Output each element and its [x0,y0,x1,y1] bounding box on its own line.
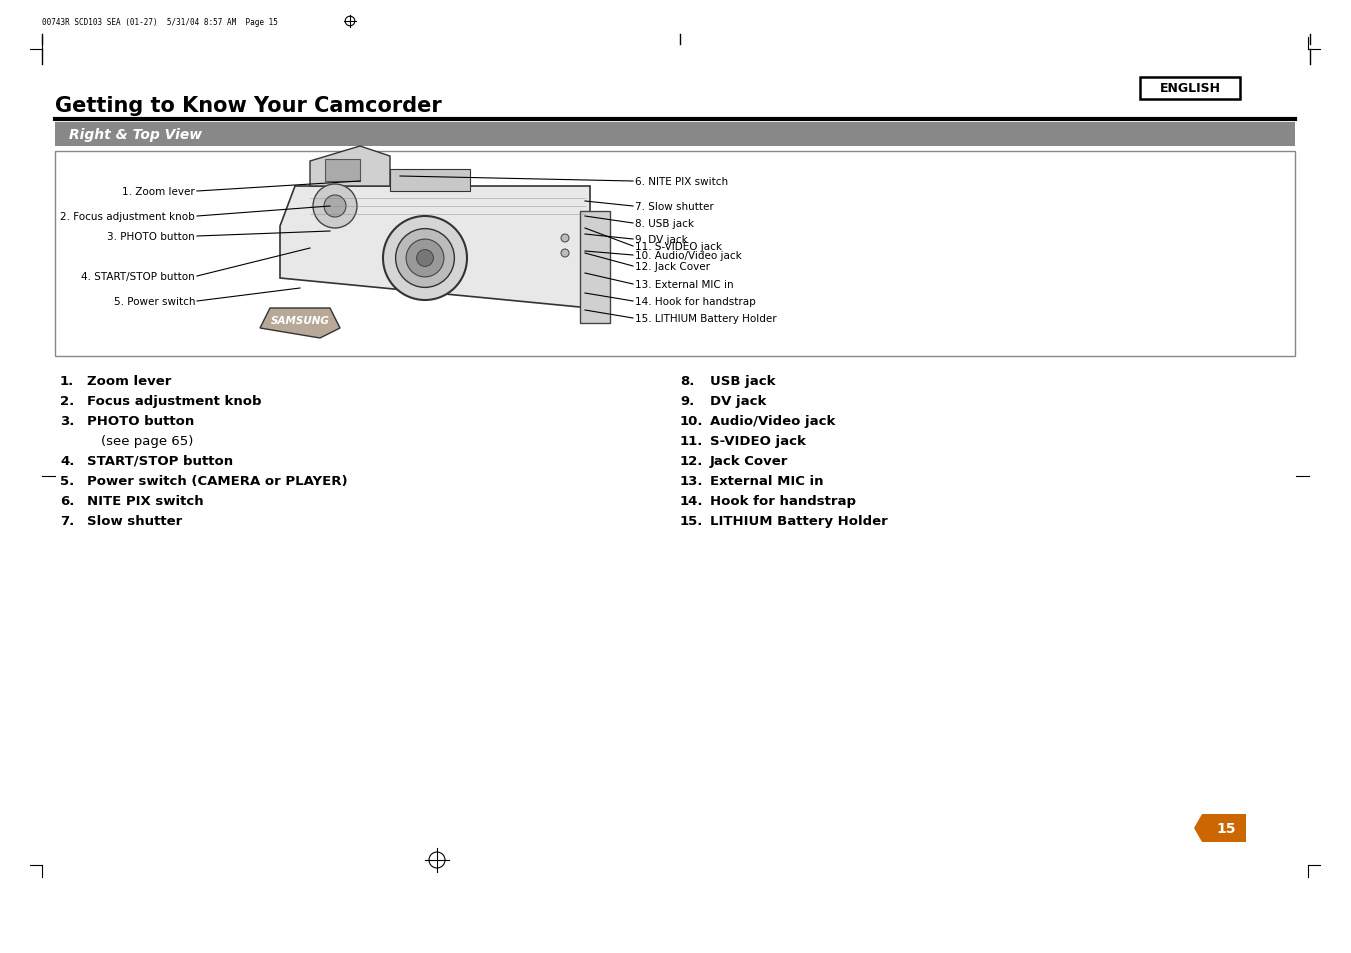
Text: 14.: 14. [680,495,704,507]
Text: 2. Focus adjustment knob: 2. Focus adjustment knob [61,212,195,222]
Text: Jack Cover: Jack Cover [711,455,789,468]
Text: 10. Audio/Video jack: 10. Audio/Video jack [635,251,742,261]
Circle shape [324,195,346,218]
Text: Focus adjustment knob: Focus adjustment knob [86,395,262,408]
Bar [55,123,1296,147]
Circle shape [313,185,357,229]
Text: External MIC in: External MIC in [711,475,824,488]
Text: 1.: 1. [59,375,74,388]
Circle shape [416,251,434,267]
Bar [390,170,470,192]
Text: 12.: 12. [680,455,704,468]
Circle shape [407,240,444,277]
Text: Getting to Know Your Camcorder: Getting to Know Your Camcorder [55,96,442,116]
Text: LITHIUM Battery Holder: LITHIUM Battery Holder [711,515,888,527]
Text: 6. NITE PIX switch: 6. NITE PIX switch [635,177,728,187]
Text: 1. Zoom lever: 1. Zoom lever [122,187,195,196]
Circle shape [396,230,454,288]
Bar [55,152,1296,356]
Text: Right & Top View: Right & Top View [69,128,203,142]
Bar [1140,78,1240,100]
Text: 12. Jack Cover: 12. Jack Cover [635,262,711,272]
Text: 2.: 2. [59,395,74,408]
Text: USB jack: USB jack [711,375,775,388]
Polygon shape [259,309,340,338]
Text: DV jack: DV jack [711,395,766,408]
Text: SAMSUNG: SAMSUNG [270,315,330,326]
Text: 11. S-VIDEO jack: 11. S-VIDEO jack [635,242,721,252]
Text: Power switch (CAMERA or PLAYER): Power switch (CAMERA or PLAYER) [86,475,347,488]
Text: 6.: 6. [59,495,74,507]
Text: Audio/Video jack: Audio/Video jack [711,415,835,428]
Bar [580,212,611,324]
Circle shape [382,216,467,301]
Text: 7.: 7. [59,515,74,527]
Text: 3.: 3. [59,415,74,428]
Bar [326,160,359,182]
Circle shape [561,234,569,243]
Text: Zoom lever: Zoom lever [86,375,172,388]
Text: 9. DV jack: 9. DV jack [635,234,688,245]
Text: S-VIDEO jack: S-VIDEO jack [711,435,807,448]
Text: 4. START/STOP button: 4. START/STOP button [81,272,195,282]
Text: 15.: 15. [680,515,704,527]
Text: 10.: 10. [680,415,704,428]
Text: 00743R SCD103 SEA (01-27)  5/31/04 8:57 AM  Page 15: 00743R SCD103 SEA (01-27) 5/31/04 8:57 A… [42,18,278,27]
Text: 5.: 5. [59,475,74,488]
Text: ENGLISH: ENGLISH [1159,82,1220,95]
Text: Hook for handstrap: Hook for handstrap [711,495,857,507]
Text: 7. Slow shutter: 7. Slow shutter [635,202,713,212]
Polygon shape [309,147,390,187]
Text: 3. PHOTO button: 3. PHOTO button [107,232,195,242]
Text: 13. External MIC in: 13. External MIC in [635,280,734,290]
Text: 14. Hook for handstrap: 14. Hook for handstrap [635,296,755,307]
Text: 15. LITHIUM Battery Holder: 15. LITHIUM Battery Holder [635,314,777,324]
Polygon shape [280,187,590,309]
Text: START/STOP button: START/STOP button [86,455,234,468]
Text: 13.: 13. [680,475,704,488]
Polygon shape [1194,814,1246,842]
Text: 9.: 9. [680,395,694,408]
Text: 4.: 4. [59,455,74,468]
Text: (see page 65): (see page 65) [101,435,193,448]
Text: 8. USB jack: 8. USB jack [635,219,694,229]
Text: Slow shutter: Slow shutter [86,515,182,527]
Text: 8.: 8. [680,375,694,388]
Text: PHOTO button: PHOTO button [86,415,195,428]
Circle shape [561,250,569,257]
Text: 15: 15 [1216,821,1236,835]
Text: NITE PIX switch: NITE PIX switch [86,495,204,507]
Text: 5. Power switch: 5. Power switch [113,296,195,307]
Text: 11.: 11. [680,435,704,448]
